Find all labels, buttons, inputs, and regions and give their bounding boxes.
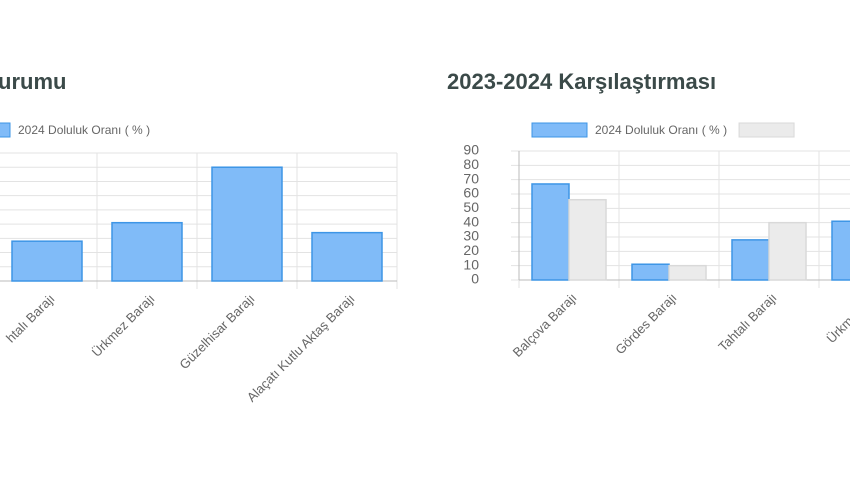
x-tick-label: Alaçatı Kutlu Aktaş Barajı	[244, 291, 358, 405]
bar	[731, 239, 770, 281]
bar	[831, 220, 850, 281]
y-tick-label: 30	[463, 228, 479, 244]
bar	[631, 263, 670, 281]
bar	[111, 221, 183, 282]
bar	[211, 166, 283, 282]
x-tick-label: htalı Barajı	[3, 291, 58, 346]
chart-title: 2023-2024 Karşılaştırması	[447, 69, 716, 94]
y-tick-label: 0	[471, 271, 479, 287]
bar	[311, 231, 383, 282]
y-tick-label: 90	[463, 142, 479, 158]
legend-label: 2024 Doluluk Oranı ( % )	[18, 123, 150, 137]
x-tick-label: Ürkmez Ba	[823, 289, 850, 346]
chart-title: urumu	[0, 69, 66, 94]
y-tick-label: 80	[463, 156, 479, 172]
y-tick-label: 70	[463, 170, 479, 186]
x-tick-label: Gördes Barajı	[612, 290, 679, 357]
x-tick-label: Ürkmez Barajı	[89, 291, 158, 360]
y-tick-label: 10	[463, 256, 479, 272]
y-tick-label: 60	[463, 185, 479, 201]
bar	[11, 240, 83, 282]
y-tick-label: 20	[463, 242, 479, 258]
y-tick-label: 40	[463, 213, 479, 229]
bar	[568, 198, 607, 281]
legend-label: 2024 Doluluk Oranı ( % )	[595, 123, 727, 137]
x-tick-label: Güzelhisar Barajı	[176, 291, 257, 372]
bar	[668, 264, 707, 281]
bar	[768, 221, 807, 281]
legend-swatch	[531, 122, 588, 138]
bar	[531, 183, 570, 281]
x-tick-label: Balçova Barajı	[510, 290, 580, 360]
legend-swatch	[738, 122, 795, 138]
legend-swatch	[0, 122, 11, 138]
x-tick-label: Tahtalı Barajı	[715, 290, 779, 354]
y-tick-label: 50	[463, 199, 479, 215]
